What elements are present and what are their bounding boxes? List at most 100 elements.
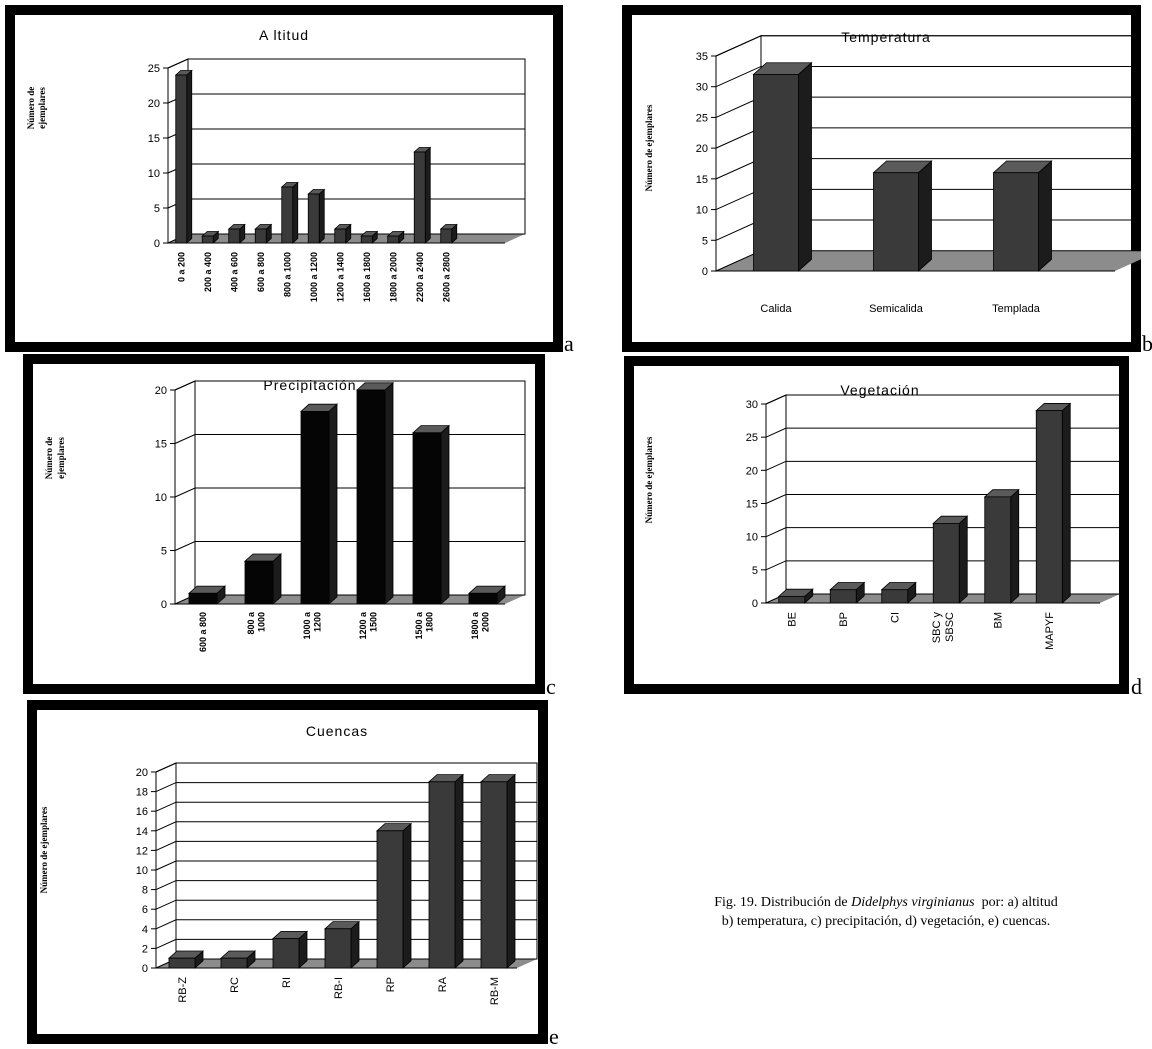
chart-title: Vegetación (840, 382, 919, 398)
category-label-line: RB-M (489, 977, 501, 1005)
chart-plot-group: 0 5 10 15 20 25 0 a 200 200 a 400 400 a 600 600 a… (26, 27, 526, 302)
bar (480, 781, 508, 969)
category-label-line: MAPYF (1044, 612, 1056, 650)
gridline (167, 198, 525, 209)
y-tick-label: 30 (696, 82, 708, 94)
y-tick-label: 20 (136, 767, 148, 779)
gridline (155, 821, 537, 832)
category-label: RI (281, 977, 293, 988)
y-tick-label: 30 (746, 399, 758, 411)
chart-altitud: 0 5 10 15 20 25 0 a 200 200 a 400 400 a 600 600 a… (26, 27, 526, 302)
gridline (174, 434, 525, 444)
gridline (715, 35, 1141, 57)
bar (468, 592, 498, 605)
category-label: 1200 a1500 (358, 611, 378, 640)
y-tick-label: 5 (752, 565, 758, 577)
y-axis-label: ejemplares (37, 87, 47, 129)
gridline (167, 163, 525, 174)
y-tick-label: 35 (696, 51, 708, 63)
bar (175, 74, 188, 244)
y-tick-label: 4 (142, 924, 148, 936)
gridline (167, 128, 525, 139)
bar-side (440, 424, 450, 605)
category-label: 1800 a 2000 (388, 252, 398, 302)
category-label: RP (385, 977, 397, 992)
chart-panel-temperatura: 0 5 10 15 20 25 30 35 Calida Semicalida Templada Te… (622, 5, 1141, 352)
bar (228, 228, 241, 244)
gridline (155, 840, 537, 851)
bar (413, 151, 426, 244)
chart-panel-vegetacion: 0 5 10 15 20 25 30 BE BP CI SBC ySBSC BM MAPYF Vegeta… (624, 356, 1129, 694)
y-tick-label: 15 (148, 133, 160, 145)
category-label-line: 1500 a (414, 611, 424, 640)
category-label-line: BE (787, 612, 799, 627)
chart-cuencas: 0 2 4 6 8 10 12 14 16 18 20 RB-Z RC RI RB-I RP RA RB-M Cue… (39, 723, 538, 1005)
y-axis-label: Número de ejemplares (644, 104, 654, 191)
gridline (155, 899, 537, 910)
chart-temperatura: 0 5 10 15 20 25 30 35 Calida Semicalida Templada Te… (644, 29, 1141, 315)
caption-species: Didelphys virginianus (851, 895, 975, 910)
y-tick-label: 0 (161, 599, 167, 611)
bar-side (186, 69, 193, 244)
category-label: CI (890, 612, 902, 623)
bar (254, 228, 267, 244)
bar-side (1038, 160, 1052, 272)
category-label-line: SBSC (944, 612, 956, 642)
category-label: RB-M (489, 977, 501, 1005)
category-label-line: 1000 a 1200 (309, 252, 319, 302)
y-tick-label: 16 (136, 806, 148, 818)
bar (778, 595, 806, 604)
chart-panel-precipitacion: 0 5 10 15 20 600 a 800 800 a1000 1000 a1200 1200… (23, 354, 545, 694)
category-label-line: 1000 (256, 612, 266, 632)
y-tick-label: 10 (136, 865, 148, 877)
bar-side (402, 822, 412, 969)
category-label: 1600 a 1800 (362, 252, 372, 302)
y-tick-label: 10 (696, 205, 708, 217)
category-label-line: 1600 a 1800 (362, 252, 372, 302)
category-label-line: 200 a 400 (203, 252, 213, 292)
category-label-line: CI (890, 612, 902, 623)
y-tick-label: 15 (696, 174, 708, 186)
category-label-line: SBC y (931, 612, 943, 644)
category-label-line: RP (385, 977, 397, 992)
y-tick-label: 15 (155, 439, 167, 451)
category-label-line: 1800 a (470, 611, 480, 640)
bar-side (384, 381, 394, 605)
bar (356, 389, 386, 605)
gridline (174, 380, 525, 391)
bar (300, 410, 330, 605)
category-label-line: 1800 a 2000 (388, 252, 398, 302)
bar-side (1061, 402, 1071, 604)
category-label: Calida (760, 303, 792, 315)
chart-title: A ltitud (259, 27, 309, 43)
gridline (155, 801, 537, 812)
figure-caption: Fig. 19. Distribución de Didelphys virgi… (620, 893, 1152, 931)
y-tick-label: 0 (142, 963, 148, 975)
category-label-line: BP (838, 612, 850, 627)
y-tick-label: 14 (136, 826, 148, 838)
bar (201, 235, 214, 244)
category-label-line: RB-Z (177, 977, 189, 1003)
category-label: RC (229, 977, 241, 993)
gridline (765, 427, 1120, 438)
bar (272, 938, 300, 969)
category-label: Semicalida (869, 303, 924, 315)
gridline (715, 65, 1141, 88)
category-label-line: 800 a 1000 (282, 252, 292, 297)
y-tick-label: 12 (136, 845, 148, 857)
y-tick-label: 25 (148, 63, 160, 75)
chart-plot-group: 0 5 10 15 20 25 30 BE BP CI SBC ySBSC BM MAPYF Vegeta… (644, 382, 1121, 650)
y-tick-label: 5 (702, 235, 708, 247)
bar (281, 186, 294, 244)
caption-line-1: Fig. 19. Distribución de Didelphys virgi… (620, 893, 1152, 912)
gridline (155, 782, 537, 793)
category-label: 1200 a 1400 (335, 252, 345, 302)
category-label-line: BM (993, 612, 1005, 629)
gridline (155, 919, 537, 930)
bar (873, 172, 919, 272)
bar (168, 957, 196, 969)
y-tick-label: 10 (746, 532, 758, 544)
bar (1035, 410, 1063, 604)
chart-vegetacion: 0 5 10 15 20 25 30 BE BP CI SBC ySBSC BM MAPYF Vegeta… (644, 382, 1121, 650)
